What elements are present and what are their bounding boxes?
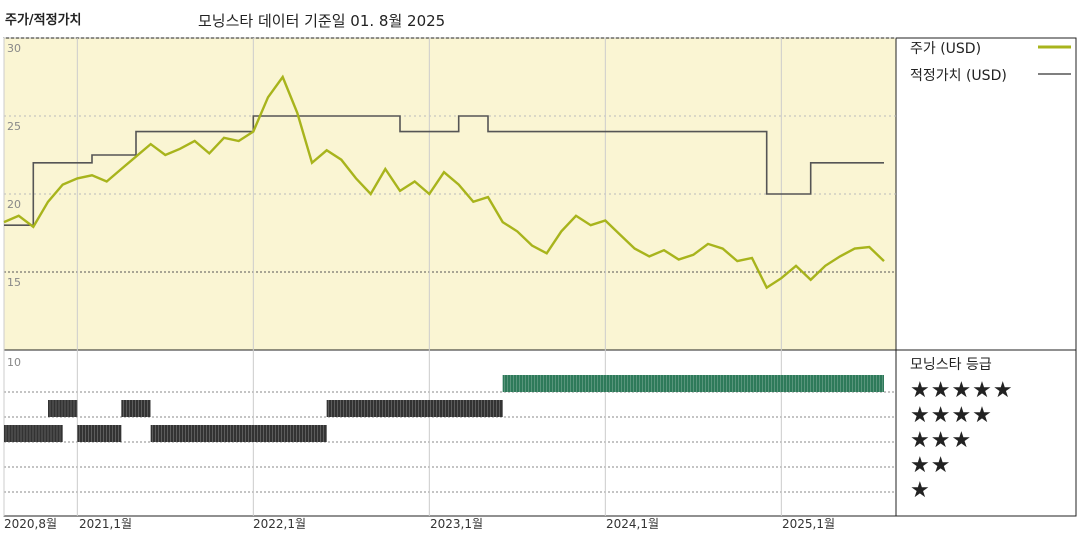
one-star-icon: ★ (910, 478, 931, 503)
four-stars-icon: ★★★★ (910, 403, 993, 428)
five-stars-icon: ★★★★★ (910, 378, 1014, 403)
y-tick-label: 25 (7, 120, 21, 133)
rating-bars (4, 375, 884, 442)
x-tick-label: 2022,1월 (253, 517, 307, 531)
rating-bar-4-stars (48, 400, 78, 417)
legend-price-label: 주가 (USD) (910, 41, 982, 57)
rating-bar-3-stars (4, 425, 63, 442)
three-stars-icon: ★★★ (910, 428, 973, 453)
rating-bar-3-stars (150, 425, 327, 442)
x-tick-label: 2021,1월 (79, 517, 133, 531)
legend-fair-value-label: 적정가치 (USD) (910, 68, 1007, 84)
rating-bar-5-stars (502, 375, 884, 392)
x-tick-label: 2024,1월 (606, 517, 660, 531)
x-tick-label: 2025,1월 (782, 517, 836, 531)
rating-bar-4-stars (121, 400, 151, 417)
price-line (3, 74, 885, 290)
y-tick-label: 20 (7, 198, 21, 211)
x-tick-label: 2023,1월 (430, 517, 484, 531)
rating-y-tick-label: 10 (7, 356, 21, 369)
y-tick-label: 30 (7, 42, 21, 55)
data-date-subtitle: 모닝스타 데이터 기준일 01. 8월 2025 (198, 12, 446, 30)
rating-bar-3-stars (77, 425, 122, 442)
rating-bar-4-stars (326, 400, 503, 417)
chart-title: 주가/적정가치 (5, 13, 82, 28)
two-stars-icon: ★★ (910, 453, 952, 478)
y-tick-label: 15 (7, 276, 21, 289)
x-tick-label: 2020,8월 (4, 517, 58, 531)
rating-legend-title: 모닝스타 등급 (910, 357, 992, 373)
fair-value-line (4, 115, 884, 226)
